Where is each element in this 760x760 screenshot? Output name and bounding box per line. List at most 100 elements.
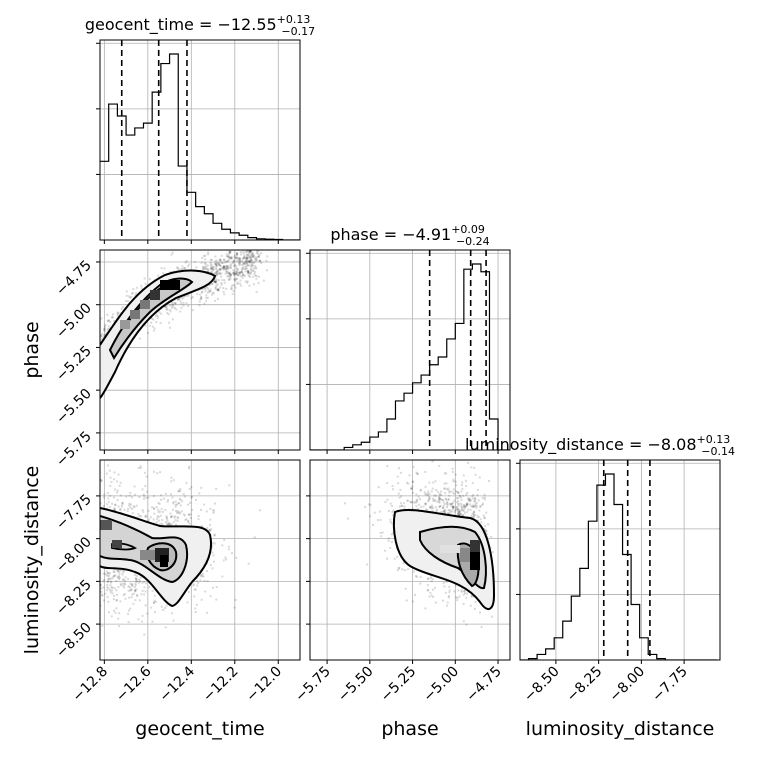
sample-point [432, 499, 435, 502]
sample-point [205, 267, 208, 270]
sample-point [208, 283, 211, 286]
sample-point [211, 291, 214, 294]
sample-point [210, 267, 213, 270]
sample-point [209, 258, 212, 261]
sample-point [131, 507, 134, 510]
sample-point [103, 496, 106, 499]
sample-point [265, 269, 268, 272]
sample-point [415, 505, 418, 508]
sample-point [474, 504, 477, 507]
sample-point [432, 507, 435, 510]
sample-point [186, 294, 189, 297]
sample-point [214, 299, 217, 302]
sample-point [246, 257, 249, 260]
sample-point [389, 518, 392, 521]
sample-point [215, 274, 218, 277]
sample-point [200, 508, 203, 511]
sample-point [177, 298, 180, 301]
sample-point [126, 510, 129, 513]
sample-point [221, 261, 224, 264]
sample-point [185, 302, 188, 305]
sample-point [129, 296, 132, 299]
sample-point [101, 624, 104, 627]
sample-point [454, 473, 457, 476]
sample-point [467, 508, 470, 511]
sample-point [166, 308, 169, 311]
sample-point [171, 496, 174, 499]
sample-point [411, 600, 414, 603]
sample-point [209, 264, 212, 267]
sample-point [255, 275, 258, 278]
sample-point [230, 256, 233, 259]
sample-point [112, 313, 115, 316]
sample-point [434, 494, 437, 497]
sample-point [227, 275, 230, 278]
sample-point [120, 505, 123, 508]
sample-point [95, 551, 97, 553]
sample-point [238, 258, 241, 261]
sample-point [257, 255, 260, 258]
sample-point [208, 524, 211, 527]
sample-point [107, 500, 110, 503]
sample-point [461, 514, 464, 517]
sample-point [103, 493, 106, 496]
sample-point [179, 300, 182, 303]
sample-point [227, 267, 230, 270]
sample-point [247, 270, 250, 273]
sample-point [235, 272, 238, 275]
sample-point [256, 250, 259, 253]
sample-point [137, 618, 140, 621]
sample-point [144, 471, 147, 474]
sample-point [169, 326, 172, 329]
sample-point [136, 516, 139, 519]
sample-point [215, 278, 218, 281]
sample-point [129, 491, 132, 494]
sample-point [147, 520, 150, 523]
sample-point [144, 514, 147, 517]
sample-point [209, 507, 212, 510]
sample-point [472, 515, 475, 518]
x-tick-label: −8.50 [521, 664, 563, 706]
sample-point [251, 251, 254, 254]
sample-point [82, 527, 84, 529]
sample-point [371, 524, 374, 527]
sample-point [442, 498, 445, 501]
histogram-step-line [100, 53, 300, 240]
sample-point [160, 267, 163, 270]
sample-point [200, 291, 203, 294]
sample-point [106, 328, 109, 331]
density-block [160, 280, 180, 290]
sample-point [184, 295, 187, 298]
sample-point [211, 544, 214, 547]
density-block [470, 540, 480, 552]
sample-point [119, 508, 122, 511]
sample-point [127, 585, 130, 588]
sample-point [410, 487, 413, 490]
sample-point [190, 496, 193, 499]
sample-point [483, 493, 486, 496]
sample-point [102, 336, 105, 339]
sample-point [206, 296, 209, 299]
sample-point [146, 612, 149, 615]
sample-point [479, 505, 482, 508]
sample-point [113, 320, 116, 323]
sample-point [470, 594, 473, 597]
sample-point [428, 497, 431, 500]
sample-point [199, 579, 202, 582]
sample-point [190, 486, 193, 489]
sample-point [107, 577, 110, 580]
sample-point [238, 257, 241, 260]
sample-point [89, 340, 91, 342]
sample-point [256, 252, 259, 255]
sample-point [173, 521, 176, 524]
sample-point [223, 265, 226, 268]
sample-point [476, 488, 479, 491]
y-tick-label: −5.25 [53, 343, 95, 385]
sample-point [255, 290, 258, 293]
sample-point [462, 504, 465, 507]
sample-point [240, 275, 243, 278]
sample-point [407, 568, 410, 571]
sample-point [431, 460, 434, 463]
sample-point [440, 493, 443, 496]
sample-point [91, 537, 93, 539]
